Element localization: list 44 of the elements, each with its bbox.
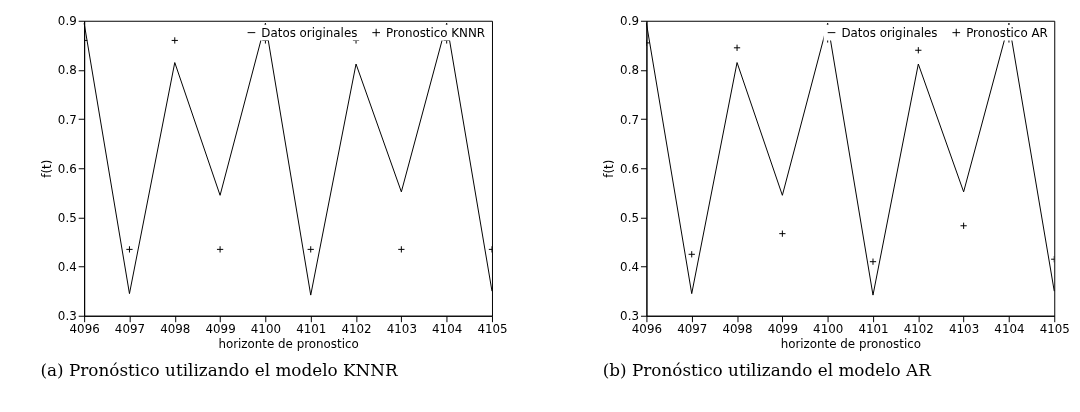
x-tick-label: 4102 [341, 322, 372, 337]
x-tick-label: 4099 [767, 322, 798, 337]
x-tick-label: 4101 [296, 322, 327, 337]
text: (b) Pronóstico utilizando el modelo AR [602, 360, 933, 381]
x-tick-label: 4100 [250, 322, 281, 337]
y-tick-label: 0.5 [620, 210, 639, 225]
y-tick-label: 0.7 [57, 112, 77, 127]
legend-label: Datos originales [261, 25, 358, 40]
x-tick-label: 4101 [858, 322, 889, 337]
y-axis-title: f(t) [602, 159, 617, 178]
x-tick-label: 4105 [1039, 322, 1070, 337]
x-tick-label: 4098 [160, 322, 191, 337]
x-tick-label: 4097 [677, 322, 708, 337]
text: (a) Pronóstico utilizando el modelo KNNR [40, 360, 399, 381]
legend-label: Pronostico KNNR [386, 25, 486, 40]
x-tick-label: 4098 [722, 322, 753, 337]
y-tick-label: 0.6 [620, 161, 639, 176]
x-tick-label: 4104 [432, 322, 463, 337]
y-axis-title: f(t) [39, 159, 54, 178]
x-tick-label: 4103 [386, 322, 417, 337]
y-tick-label: 0.3 [620, 309, 639, 324]
y-tick-label: 0.4 [57, 260, 77, 275]
x-tick-label: 4105 [477, 322, 508, 337]
y-tick-label: 0.8 [620, 63, 639, 78]
x-axis-title: horizonte de pronostico [218, 336, 359, 351]
y-tick-label: 0.7 [620, 112, 639, 127]
x-tick-label: 4104 [994, 322, 1025, 337]
y-tick-label: 0.8 [57, 63, 77, 78]
x-tick-label: 4100 [813, 322, 844, 337]
legend-label: Pronostico AR [966, 25, 1048, 40]
x-tick-label: 4097 [114, 322, 146, 337]
x-tick-label: 4096 [631, 322, 662, 337]
legend-label: Datos originales [841, 25, 938, 40]
x-tick-label: 4103 [949, 322, 980, 337]
x-axis-title: horizonte de pronostico [780, 336, 921, 351]
y-tick-label: 0.9 [57, 14, 77, 29]
y-tick-label: 0.4 [620, 260, 639, 275]
y-tick-label: 0.6 [57, 161, 77, 176]
x-tick-label: 4102 [903, 322, 934, 337]
y-tick-label: 0.9 [620, 14, 639, 29]
x-tick-label: 4099 [205, 322, 236, 337]
x-tick-label: 4096 [69, 322, 100, 337]
y-tick-label: 0.3 [57, 309, 77, 324]
y-tick-label: 0.5 [57, 210, 77, 225]
